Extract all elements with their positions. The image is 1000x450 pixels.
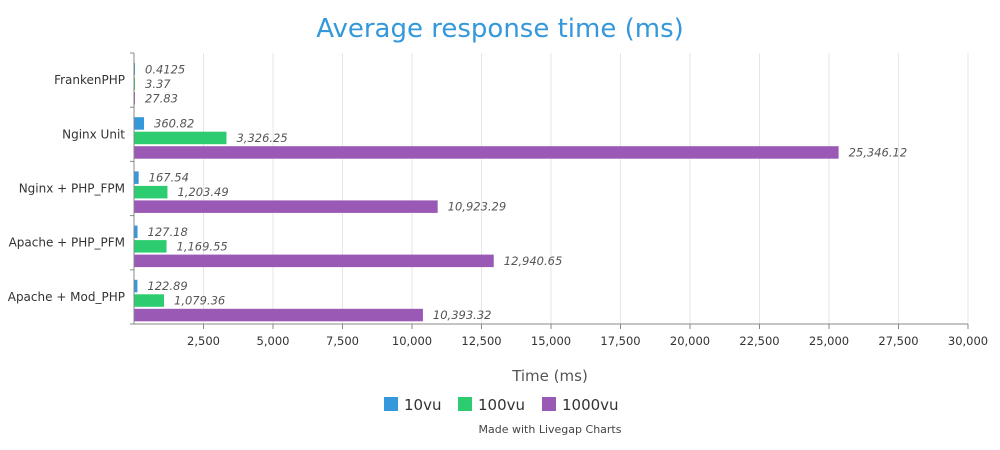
x-tick-label: 22,500: [739, 334, 779, 348]
x-tick-label: 10,000: [392, 334, 432, 348]
legend-item-1000vu[interactable]: 1000vu: [542, 396, 619, 414]
data-label: 3,326.25: [236, 131, 287, 145]
legend-swatch: [542, 397, 556, 411]
data-labels: 0.4125 360.82 167.54 127.18 122.89 3.37 3,326.…: [145, 62, 907, 322]
x-tick-label: 5,000: [257, 334, 290, 348]
x-tick-label: 7,500: [326, 334, 359, 348]
bar-10vu: [134, 279, 138, 293]
legend-item-100vu[interactable]: 100vu: [458, 396, 525, 414]
bar-1000vu: [134, 200, 438, 213]
bar-100vu: [134, 131, 227, 145]
axes: 2,500 5,000 7,500 10,000 12,500 15,000 17,500 2…: [8, 52, 988, 348]
bar-100vu: [134, 294, 165, 307]
legend-swatch: [384, 397, 398, 411]
data-label: 0.4125: [145, 62, 185, 76]
x-axis-title: Time (ms): [511, 367, 588, 385]
x-tick-label: 30,000: [948, 334, 988, 348]
x-tick-label: 20,000: [670, 334, 710, 348]
bar-10vu: [134, 171, 139, 184]
x-tick-label: 12,500: [461, 334, 501, 348]
data-label: 10,923.29: [448, 200, 507, 214]
x-tick-label: 2,500: [187, 334, 220, 348]
bar-1000vu: [134, 254, 494, 268]
bar-1000vu: [134, 146, 839, 159]
legend[interactable]: 10vu 100vu 1000vu: [384, 396, 619, 414]
x-tick-label: 27,500: [878, 334, 918, 348]
x-tick-label: 15,000: [531, 334, 571, 348]
x-tick-label: 25,000: [809, 334, 849, 348]
category-label: Apache + PHP_PFM: [9, 236, 125, 250]
legend-label: 10vu: [404, 396, 441, 414]
bars: [134, 63, 839, 322]
category-label: Nginx Unit: [62, 127, 125, 141]
category-label: FrankenPHP: [54, 73, 125, 87]
legend-label: 1000vu: [562, 396, 619, 414]
bar-100vu: [134, 185, 168, 199]
data-label: 27.83: [145, 91, 178, 105]
data-label: 127.18: [148, 225, 188, 239]
data-label: 1,079.36: [174, 294, 225, 308]
data-label: 122.89: [147, 279, 187, 293]
legend-label: 100vu: [478, 396, 525, 414]
data-label: 25,346.12: [849, 145, 908, 159]
data-label: 1,169.55: [177, 239, 228, 253]
data-label: 360.82: [154, 116, 194, 130]
data-label: 167.54: [149, 171, 189, 185]
category-label: Apache + Mod_PHP: [8, 290, 125, 304]
credit-text[interactable]: Made with Livegap Charts: [479, 423, 622, 436]
data-label: 1,203.49: [177, 185, 228, 199]
data-label: 10,393.32: [433, 308, 492, 322]
legend-swatch: [458, 397, 472, 411]
x-tick-label: 17,500: [600, 334, 640, 348]
legend-item-10vu[interactable]: 10vu: [384, 396, 441, 414]
bar-10vu: [134, 225, 138, 239]
bar-1000vu: [134, 308, 423, 322]
data-label: 3.37: [145, 77, 171, 91]
grid-lines: [203, 53, 969, 324]
chart-title: Average response time (ms): [316, 14, 684, 44]
bar-10vu: [134, 117, 145, 130]
category-label: Nginx + PHP_FPM: [19, 182, 125, 196]
data-label: 12,940.65: [504, 254, 563, 268]
bar-100vu: [134, 240, 167, 253]
